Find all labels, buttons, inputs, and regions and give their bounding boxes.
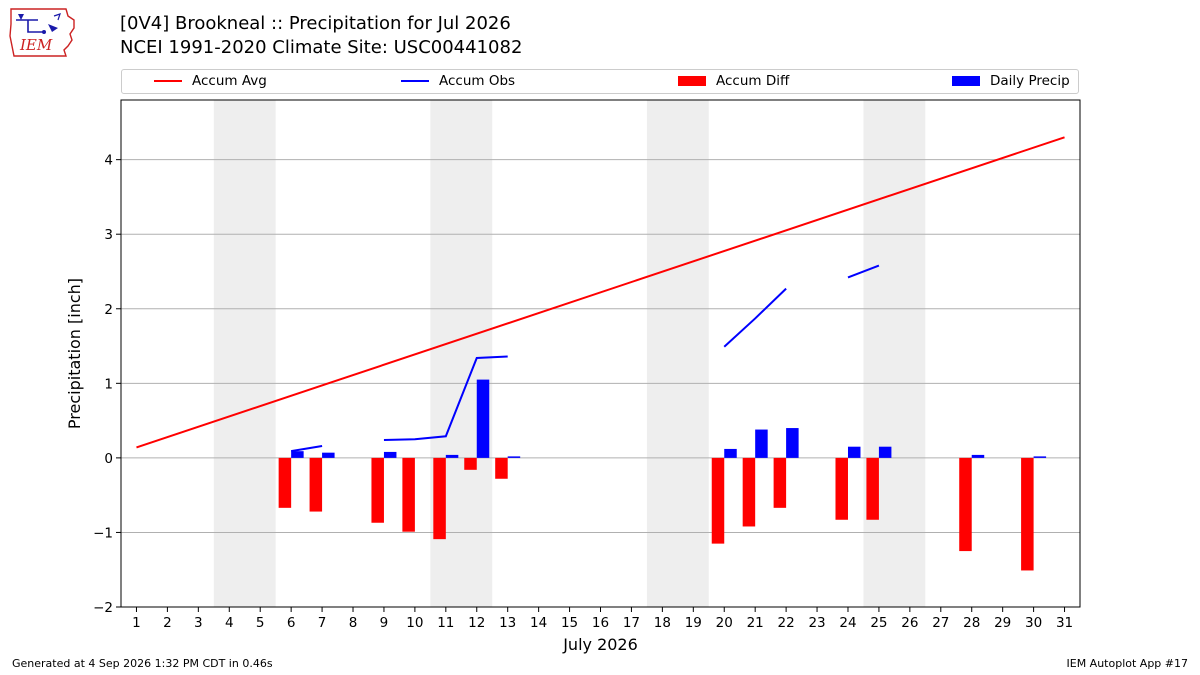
daily-precip-bar-day-28 — [971, 454, 985, 458]
accum-obs-line-segment-0 — [290, 444, 323, 453]
x-tick-label-3: 3 — [194, 615, 203, 631]
accum-diff-bar-day-6 — [278, 457, 292, 508]
legend-swatch-accum-obs — [401, 80, 429, 82]
legend-swatch-accum-avg — [154, 80, 182, 82]
x-tick-label-21: 21 — [747, 615, 764, 631]
y-tick-label-2: 0 — [104, 451, 113, 467]
y-tick-label-3: 1 — [104, 376, 113, 392]
x-tick-label-25: 25 — [870, 615, 887, 631]
daily-precip-bar-day-9 — [383, 451, 397, 458]
accum-diff-bar-day-22 — [773, 457, 787, 508]
daily-precip-bar-day-6 — [291, 451, 304, 458]
x-tick-label-11: 11 — [437, 615, 454, 631]
legend-swatch-accum-diff — [678, 76, 706, 86]
x-tick-label-10: 10 — [406, 615, 423, 631]
chart-title: [0V4] Brookneal :: Precipitation for Jul… — [120, 12, 522, 60]
daily-precip-bar-day-11 — [445, 454, 459, 458]
y-tick-label-5: 3 — [104, 227, 113, 243]
svg-text:IEM: IEM — [19, 36, 53, 54]
weekend-shade-0 — [213, 100, 276, 607]
accum-diff-bar-day-24 — [835, 457, 848, 520]
x-tick-label-24: 24 — [839, 615, 856, 631]
x-tick-label-19: 19 — [685, 615, 702, 631]
legend-label-daily-precip: Daily Precip — [990, 73, 1070, 89]
x-tick-label-7: 7 — [318, 615, 327, 631]
y-axis-label: Precipitation [inch] — [65, 278, 84, 429]
x-tick-label-12: 12 — [468, 615, 485, 631]
accum-avg-line — [136, 136, 1065, 449]
legend-item-accum-diff: Accum Diff — [678, 73, 789, 89]
daily-precip-bar-day-13 — [507, 456, 521, 458]
x-tick-label-2: 2 — [163, 615, 172, 631]
y-tick-label-6: 4 — [104, 153, 113, 169]
x-tick-label-9: 9 — [380, 615, 389, 631]
legend-swatch-daily-precip — [952, 76, 980, 86]
x-tick-label-13: 13 — [499, 615, 516, 631]
accum-diff-bar-day-10 — [402, 457, 415, 532]
x-tick-label-18: 18 — [654, 615, 671, 631]
x-tick-label-16: 16 — [592, 615, 609, 631]
y-tick-label-4: 2 — [104, 302, 113, 318]
legend-label-accum-avg: Accum Avg — [192, 73, 267, 89]
iem-iowa-logo-icon: IEM — [9, 8, 75, 57]
daily-precip-bar-day-22 — [786, 428, 799, 458]
x-tick-label-6: 6 — [287, 615, 296, 631]
daily-precip-bar-day-7 — [322, 452, 335, 458]
x-tick-label-4: 4 — [225, 615, 234, 631]
footer-generated: Generated at 4 Sep 2026 1:32 PM CDT in 0… — [12, 657, 273, 670]
y-tick-label-0: −2 — [93, 600, 113, 616]
title-line-1: [0V4] Brookneal :: Precipitation for Jul… — [120, 13, 511, 34]
footer-app-id: IEM Autoplot App #17 — [1066, 657, 1189, 670]
legend-label-accum-obs: Accum Obs — [439, 73, 516, 89]
x-tick-label-27: 27 — [932, 615, 949, 631]
accum-diff-bar-day-21 — [742, 457, 756, 527]
x-tick-label-29: 29 — [994, 615, 1011, 631]
daily-precip-bar-day-20 — [724, 448, 737, 458]
accum-obs-line-segment-3 — [847, 264, 880, 279]
accum-diff-bar-day-20 — [711, 457, 725, 544]
x-tick-label-31: 31 — [1056, 615, 1073, 631]
x-tick-label-26: 26 — [901, 615, 918, 631]
daily-precip-bar-day-24 — [847, 446, 861, 458]
accum-diff-bar-day-11 — [433, 457, 446, 540]
daily-precip-bar-day-30 — [1033, 456, 1047, 458]
daily-precip-bar-day-25 — [878, 446, 892, 458]
x-tick-label-14: 14 — [530, 615, 547, 631]
accum-diff-bar-day-25 — [866, 457, 879, 520]
accum-diff-bar-day-12 — [464, 457, 477, 470]
y-tick-label-1: −1 — [93, 525, 113, 541]
x-tick-label-5: 5 — [256, 615, 265, 631]
x-axis-label: July 2026 — [562, 635, 638, 654]
legend-item-daily-precip: Daily Precip — [952, 73, 1070, 89]
accum-diff-bar-day-7 — [309, 457, 323, 512]
x-tick-label-8: 8 — [349, 615, 358, 631]
daily-precip-bar-day-12 — [476, 379, 490, 458]
legend-label-accum-diff: Accum Diff — [716, 73, 790, 89]
accum-obs-line-segment-2 — [723, 287, 787, 348]
legend-item-accum-obs: Accum Obs — [401, 73, 515, 89]
daily-precip-bar-day-21 — [755, 429, 768, 458]
x-tick-label-30: 30 — [1025, 615, 1042, 631]
x-tick-label-20: 20 — [716, 615, 733, 631]
title-line-2: NCEI 1991-2020 Climate Site: USC00441082 — [120, 37, 523, 58]
accum-diff-bar-day-9 — [371, 457, 384, 523]
weekend-shade-2 — [646, 100, 709, 607]
accum-diff-bar-day-13 — [495, 457, 508, 479]
x-tick-label-17: 17 — [623, 615, 640, 631]
accum-obs-line-segment-1 — [383, 355, 508, 441]
x-tick-label-23: 23 — [808, 615, 825, 631]
x-tick-label-15: 15 — [561, 615, 578, 631]
x-tick-label-28: 28 — [963, 615, 980, 631]
weekend-shade-3 — [863, 100, 926, 607]
x-tick-label-1: 1 — [132, 615, 141, 631]
accum-diff-bar-day-30 — [1021, 457, 1034, 571]
chart-legend: Accum Avg Accum Obs Accum Diff Daily Pre… — [121, 69, 1079, 94]
legend-item-accum-avg: Accum Avg — [154, 73, 267, 89]
iem-logo: IEM — [8, 6, 80, 58]
accum-diff-bar-day-28 — [959, 457, 972, 552]
x-tick-label-22: 22 — [778, 615, 795, 631]
